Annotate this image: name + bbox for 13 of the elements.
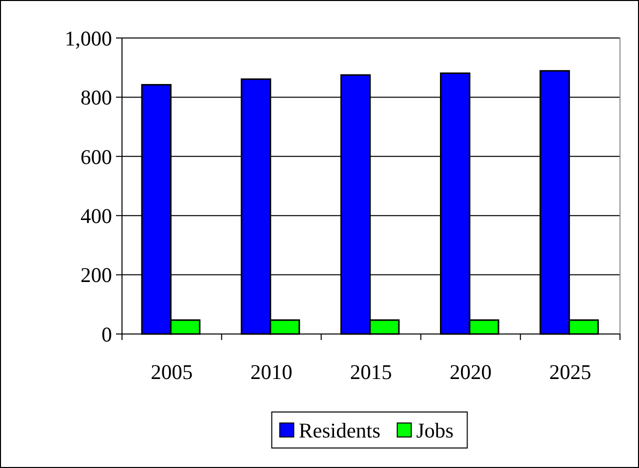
legend-label: Jobs bbox=[416, 418, 454, 442]
x-tick-label: 2020 bbox=[450, 360, 492, 384]
x-tick-label: 2005 bbox=[150, 360, 193, 384]
legend-label: Residents bbox=[298, 418, 380, 442]
y-tick-label: 400 bbox=[80, 204, 112, 228]
x-tick-label: 2025 bbox=[549, 360, 592, 384]
y-tick-label: 1,000 bbox=[64, 26, 112, 50]
y-tick-label: 200 bbox=[80, 263, 112, 288]
x-tick-label: 2015 bbox=[350, 360, 392, 384]
y-tick-label: 0 bbox=[102, 322, 112, 346]
x-tick-label: 2010 bbox=[250, 360, 292, 384]
y-tick-label: 600 bbox=[80, 144, 112, 169]
y-tick-label: 800 bbox=[80, 86, 112, 110]
